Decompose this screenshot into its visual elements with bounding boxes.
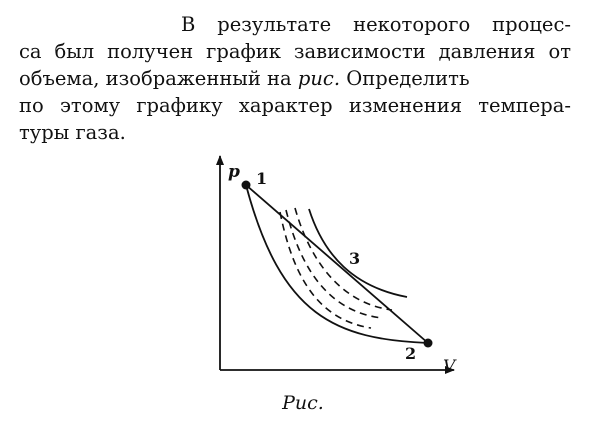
volume-axis-label: V (443, 357, 457, 377)
problem-statement: В результате некоторого процес- са был п… (19, 11, 571, 146)
point-2-label: 2 (405, 344, 416, 363)
isotherm-lower (245, 184, 429, 344)
process-line-1-2 (245, 184, 429, 344)
figure-reference: рис. (297, 67, 341, 90)
pv-diagram: p V 1 2 3 (196, 152, 476, 390)
figure-caption: Рис. (282, 392, 324, 414)
isotherm-dashed-2 (285, 209, 383, 319)
problem-line-5: туры газа. (19, 121, 126, 144)
pv-diagram-svg: p V 1 2 3 (216, 155, 457, 377)
problem-line-3-start: объема, изображенный на (19, 67, 298, 90)
point-3-label: 3 (349, 249, 360, 268)
point-1-label: 1 (256, 169, 267, 188)
problem-line-3-end: Определить (340, 67, 470, 90)
pressure-axis-label: p (228, 162, 240, 182)
problem-line-1: В результате некоторого процес- (181, 13, 571, 36)
isotherm-upper (308, 208, 408, 298)
problem-line-3: объема, изображенный на рис. Определить (19, 65, 571, 92)
isotherm-dashed-1 (279, 211, 372, 329)
point-1-marker (241, 180, 251, 190)
problem-line-4: по этому графику характер изменения темп… (19, 94, 571, 117)
point-2-marker (423, 338, 433, 348)
isotherm-dashed-3 (294, 207, 393, 311)
problem-line-2: са был получен график зависимости давлен… (19, 40, 571, 63)
